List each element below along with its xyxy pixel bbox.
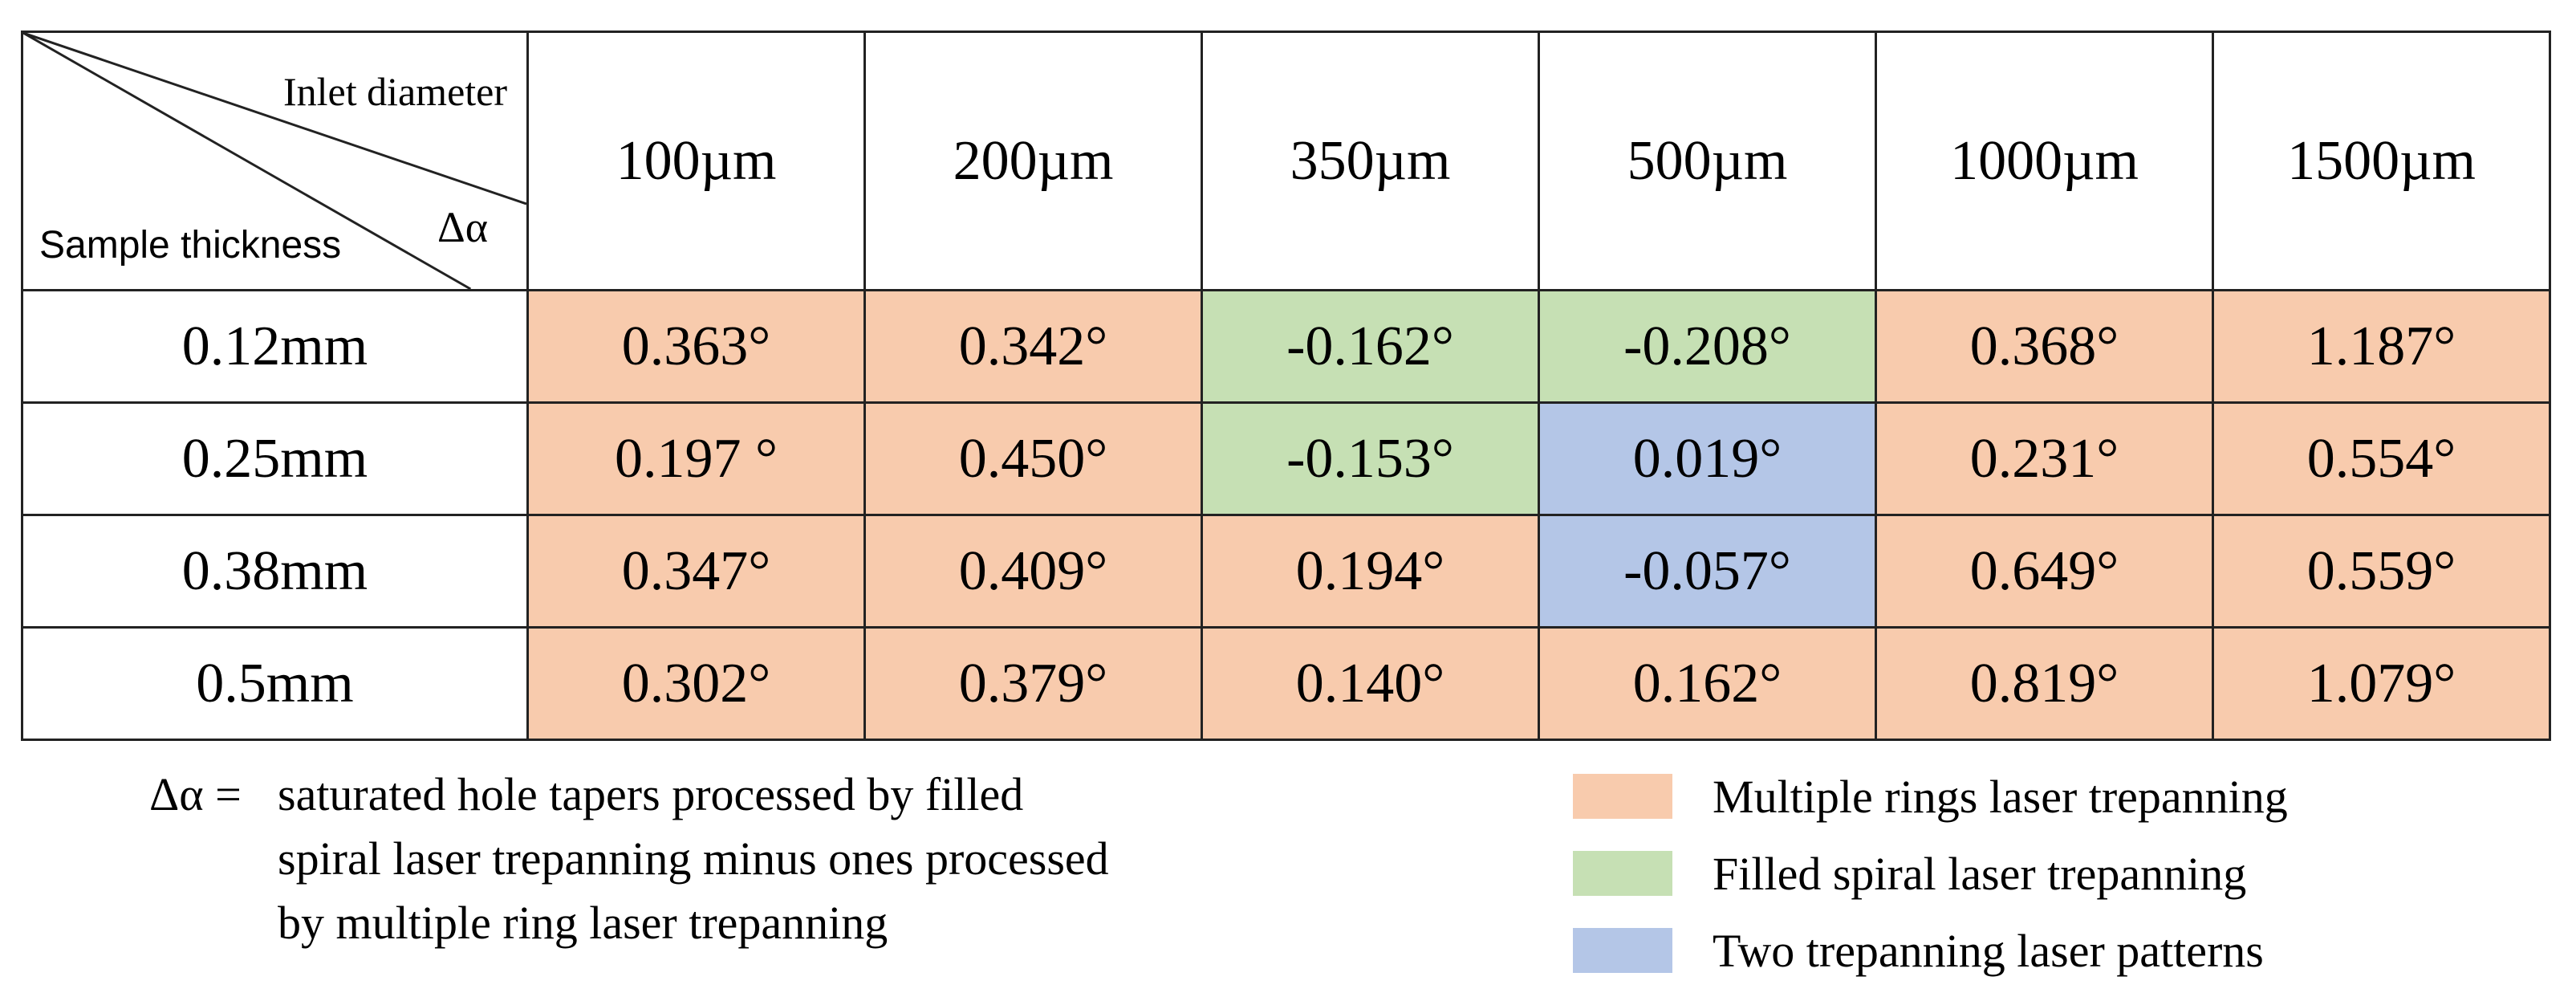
value-cell: 0.342°	[863, 289, 1203, 404]
legend-label: Two trepanning laser patterns	[1713, 924, 2264, 977]
footnote-text: saturated hole tapers processed by fille…	[278, 768, 1024, 820]
footnote-symbol: Δα =	[149, 768, 242, 820]
value-cell: 0.409°	[863, 514, 1203, 629]
legend-swatch	[1573, 851, 1672, 896]
legend: Multiple rings laser trepanning Filled sp…	[1573, 758, 2536, 989]
taper-difference-table: Inlet diameter Δα Sample thickness 100µm…	[21, 31, 2551, 741]
value-cell: 0.140°	[1201, 626, 1540, 741]
legend-swatch	[1573, 928, 1672, 973]
value-cell: 0.379°	[863, 626, 1203, 741]
row-header: 0.5mm	[21, 626, 529, 741]
legend-swatch	[1573, 774, 1672, 819]
row-axis-label: Sample thickness	[39, 224, 342, 267]
corner-header-cell: Inlet diameter Δα Sample thickness	[21, 31, 529, 291]
column-header: 200µm	[863, 31, 1203, 291]
value-cell: 0.302°	[526, 626, 866, 741]
legend-item: Filled spiral laser trepanning	[1573, 835, 2536, 912]
corner-diagonal-line-lower	[24, 34, 471, 288]
value-cell: 0.231°	[1875, 401, 2214, 516]
value-cell: 0.649°	[1875, 514, 2214, 629]
value-symbol-label: Δα	[437, 203, 488, 251]
value-cell: 1.079°	[2212, 626, 2551, 741]
table-body: Inlet diameter Δα Sample thickness 100µm…	[21, 31, 2551, 741]
column-header: 1000µm	[1875, 31, 2214, 291]
row-header: 0.38mm	[21, 514, 529, 629]
value-cell: 0.019°	[1538, 401, 1877, 516]
corner-diagonal-lines	[24, 34, 526, 288]
table-row: 0.12mm 0.363° 0.342° -0.162° -0.208° 0.368° 1.…	[21, 289, 2551, 404]
column-header: 1500µm	[2212, 31, 2551, 291]
legend-item: Multiple rings laser trepanning	[1573, 758, 2536, 835]
footnote-line-1: Δα = saturated hole tapers processed by f…	[149, 763, 1353, 827]
value-cell: 0.559°	[2212, 514, 2551, 629]
legend-label: Multiple rings laser trepanning	[1713, 770, 2288, 823]
value-cell: -0.162°	[1201, 289, 1540, 404]
value-cell: -0.153°	[1201, 401, 1540, 516]
legend-item: Two trepanning laser patterns	[1573, 912, 2536, 989]
value-cell: 0.554°	[2212, 401, 2551, 516]
table-row: 0.5mm 0.302° 0.379° 0.140° 0.162° 0.819° 1.079…	[21, 626, 2551, 741]
table-row: 0.38mm 0.347° 0.409° 0.194° -0.057° 0.649° 0.5…	[21, 514, 2551, 629]
column-header: 100µm	[526, 31, 866, 291]
taper-table-container: Inlet diameter Δα Sample thickness 100µm…	[21, 31, 2551, 741]
value-cell: 0.368°	[1875, 289, 2214, 404]
header-row: Inlet diameter Δα Sample thickness 100µm…	[21, 31, 2551, 291]
value-cell: 0.162°	[1538, 626, 1877, 741]
row-header: 0.25mm	[21, 401, 529, 516]
legend-label: Filled spiral laser trepanning	[1713, 847, 2247, 900]
value-cell: 0.197 °	[526, 401, 866, 516]
row-header: 0.12mm	[21, 289, 529, 404]
footnote: Δα = saturated hole tapers processed by f…	[149, 763, 1353, 955]
value-cell: 1.187°	[2212, 289, 2551, 404]
column-axis-label: Inlet diameter	[282, 69, 507, 114]
footnote-line-3: by multiple ring laser trepanning	[278, 897, 888, 950]
table-row: 0.25mm 0.197 ° 0.450° -0.153° 0.019° 0.231° 0.…	[21, 401, 2551, 516]
footnote-line-2: spiral laser trepanning minus ones proce…	[278, 832, 1109, 885]
column-header: 350µm	[1201, 31, 1540, 291]
value-cell: 0.194°	[1201, 514, 1540, 629]
value-cell: 0.819°	[1875, 626, 2214, 741]
column-header: 500µm	[1538, 31, 1877, 291]
value-cell: 0.363°	[526, 289, 866, 404]
value-cell: 0.347°	[526, 514, 866, 629]
value-cell: -0.208°	[1538, 289, 1877, 404]
value-cell: -0.057°	[1538, 514, 1877, 629]
corner-diagonal-line-upper	[24, 34, 526, 206]
value-cell: 0.450°	[863, 401, 1203, 516]
